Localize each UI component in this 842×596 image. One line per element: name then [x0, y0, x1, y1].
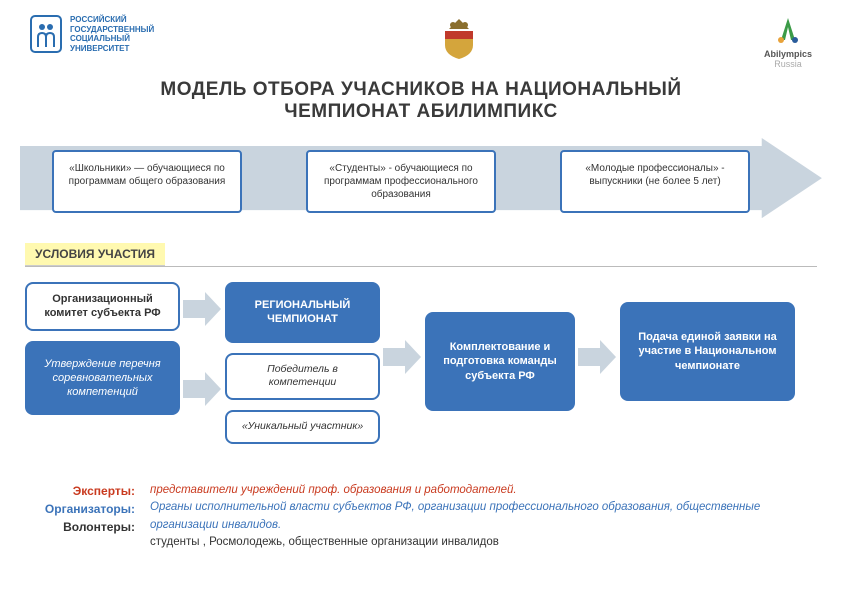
- box-org-committee: Организационный комитет субъекта РФ: [25, 282, 180, 331]
- box-application: Подача единой заявки на участие в Национ…: [620, 302, 795, 401]
- rssu-icon: [30, 15, 62, 53]
- emblem-icon: [439, 15, 479, 60]
- header: РОССИЙСКИЙ ГОСУДАРСТВЕННЫЙ СОЦИАЛЬНЫЙ УН…: [0, 0, 842, 79]
- flow-col-2: РЕГИОНАЛЬНЫЙ ЧЕМПИОНАТ Победитель в комп…: [225, 282, 380, 444]
- arrow-3: [578, 340, 616, 374]
- box-competencies: Утверждение перечня соревновательных ком…: [25, 341, 180, 416]
- category-boxes: «Школьники» — обучающиеся по программам …: [20, 150, 782, 213]
- arrow-2: [383, 340, 421, 374]
- flow-diagram: Организационный комитет субъекта РФ Утве…: [25, 282, 817, 462]
- arrow-1b: [183, 372, 221, 406]
- arrow-1a: [183, 292, 221, 326]
- abilympics-icon: [773, 15, 803, 45]
- desc-organizers: Органы исполнительной власти субъектов Р…: [150, 499, 817, 534]
- desc-experts: представители учреждений проф. образован…: [150, 482, 817, 499]
- divider: [25, 266, 817, 267]
- category-school: «Школьники» — обучающиеся по программам …: [52, 150, 242, 213]
- page-title: МОДЕЛЬ ОТБОРА УЧАСНИКОВ НА НАЦИОНАЛЬНЫЙ …: [151, 79, 691, 123]
- abilympics-label: Abilympics: [764, 49, 812, 59]
- box-winner: Победитель в компетенции: [225, 353, 380, 400]
- flow-col-3: Комплектование и подготовка команды субъ…: [425, 312, 575, 411]
- category-students: «Студенты» - обучающиеся по программам п…: [306, 150, 496, 213]
- label-experts: Эксперты:: [25, 482, 135, 500]
- box-unique: «Уникальный участник»: [225, 410, 380, 444]
- roles-labels: Эксперты: Организаторы: Волонтеры:: [25, 482, 135, 551]
- abilympics-sub: Russia: [764, 59, 812, 69]
- bottom-roles: Эксперты: Организаторы: Волонтеры: предс…: [25, 482, 817, 551]
- roles-descriptions: представители учреждений проф. образован…: [150, 482, 817, 551]
- flow-col-1: Организационный комитет субъекта РФ Утве…: [25, 282, 180, 415]
- label-volunteers: Волонтеры:: [25, 518, 135, 536]
- section-conditions: УСЛОВИЯ УЧАСТИЯ: [25, 243, 165, 266]
- desc-volunteers: студенты , Росмолодежь, общественные орг…: [150, 534, 817, 551]
- logo-rssu: РОССИЙСКИЙ ГОСУДАРСТВЕННЫЙ СОЦИАЛЬНЫЙ УН…: [30, 15, 154, 53]
- box-team-prep: Комплектование и подготовка команды субъ…: [425, 312, 575, 411]
- label-organizers: Организаторы:: [25, 500, 135, 518]
- box-regional-champ: РЕГИОНАЛЬНЫЙ ЧЕМПИОНАТ: [225, 282, 380, 343]
- flow-col-4: Подача единой заявки на участие в Национ…: [620, 302, 795, 401]
- categories-arrow: «Школьники» — обучающиеся по программам …: [20, 138, 822, 218]
- logo-abilympics: Abilympics Russia: [764, 15, 812, 69]
- category-young-pro: «Молодые профессионалы» - выпускники (не…: [560, 150, 750, 213]
- rssu-text: РОССИЙСКИЙ ГОСУДАРСТВЕННЫЙ СОЦИАЛЬНЫЙ УН…: [70, 15, 154, 53]
